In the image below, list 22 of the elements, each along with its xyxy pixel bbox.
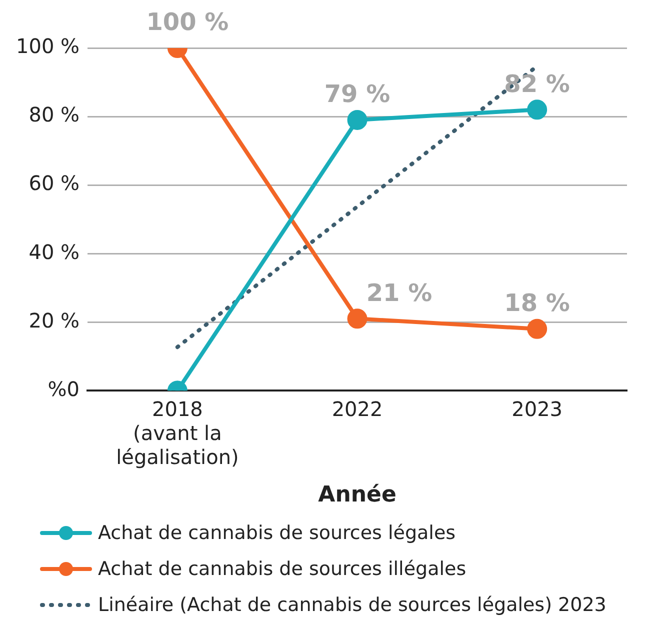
x-tick-label: 2023 (512, 396, 563, 421)
point (347, 110, 368, 130)
y-tick-label: %0 (48, 376, 80, 401)
legend-label: Linéaire (Achat de cannabis de sources légales) 2023 (98, 594, 606, 616)
y-tick-label: 80 % (28, 102, 80, 127)
data-label: 79 % (324, 80, 390, 108)
y-tick-label: 60 % (28, 171, 80, 196)
y-tick-label: 20 % (28, 308, 80, 332)
data-label: 100 % (146, 8, 229, 36)
point (527, 318, 548, 339)
x-tick-label: 2018 (avant la légalisation) (116, 396, 239, 469)
x-tick-label: 2022 (332, 396, 383, 421)
x-axis-title: Année (318, 482, 396, 508)
y-tick-label: 40 % (28, 240, 80, 264)
data-label: 82 % (504, 70, 570, 98)
point (527, 100, 548, 120)
legend-label: Achat de cannabis de sources légales (98, 522, 456, 544)
point (347, 308, 368, 329)
y-tick-label: 100 % (16, 34, 80, 58)
data-label: 18 % (504, 289, 570, 318)
data-label: 21 % (366, 278, 432, 307)
legend-label: Achat de cannabis de sources illégales (98, 558, 466, 580)
